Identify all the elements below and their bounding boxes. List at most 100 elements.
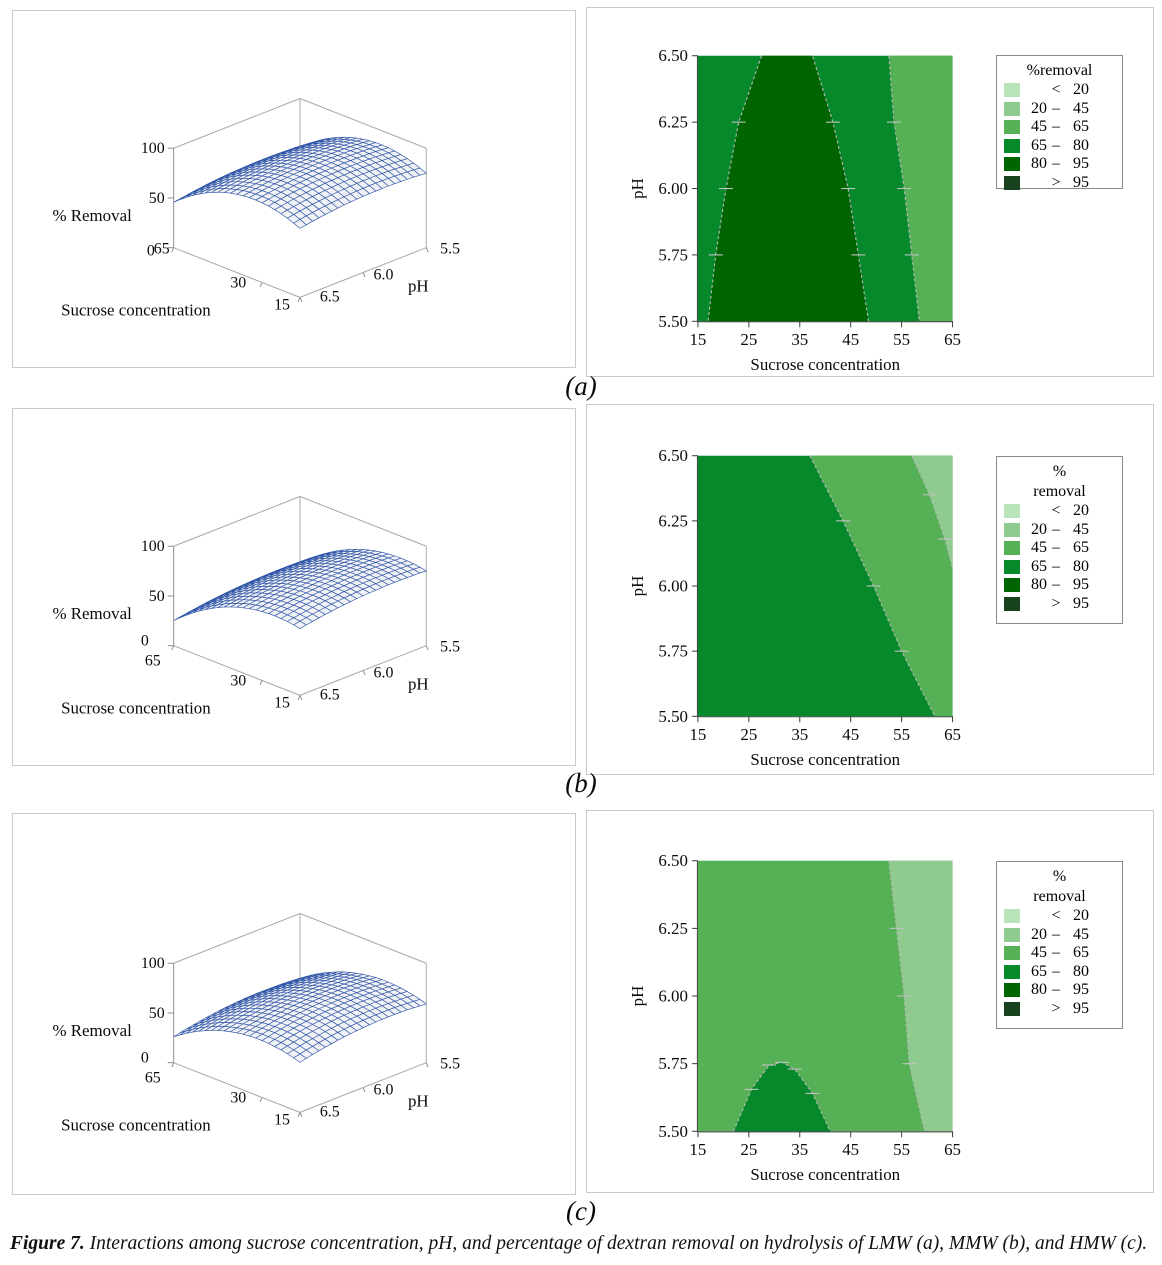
- legend-label: 65: [1073, 944, 1089, 962]
- legend-swatch: [1004, 157, 1020, 172]
- svg-text:65: 65: [944, 725, 961, 744]
- surface-panel-c: 100 50 0 30 15 65 6.5 6.0 5.5 % Removal Sucrose co…: [12, 813, 576, 1195]
- legend-label: 80: [1073, 557, 1089, 575]
- contour-panel-a: 5.50 5.75 6.00 6.25 6.50 15 25 35 45 55 65 Sucrose …: [586, 7, 1154, 377]
- legend-swatch: [1004, 596, 1020, 611]
- legend-label: <: [1051, 907, 1061, 925]
- svg-text:50: 50: [149, 1005, 165, 1022]
- svg-text:25: 25: [740, 330, 757, 349]
- surface-plot-c: 100 50 0 30 15 65 6.5 6.0 5.5 % Removal Sucrose co…: [52, 913, 460, 1134]
- svg-text:35: 35: [791, 725, 808, 744]
- legend-label: 65: [1073, 118, 1089, 136]
- legend-label: 45: [1073, 520, 1089, 538]
- svg-text:5.50: 5.50: [658, 312, 688, 331]
- svg-text:% Removal: % Removal: [52, 206, 132, 225]
- panel-label-a: (a): [565, 371, 597, 401]
- legend-label: >: [1051, 999, 1061, 1017]
- legend-title: %removal: [1026, 62, 1093, 79]
- svg-text:Sucrose concentration: Sucrose concentration: [750, 355, 900, 374]
- legend-swatch: [1004, 909, 1020, 924]
- legend-label: 80: [1031, 576, 1047, 594]
- legend-label: 45: [1073, 925, 1089, 943]
- contour-panel-b: 5.50 5.75 6.00 6.25 6.50 15 25 35 45 55 65 Sucrose …: [586, 404, 1154, 775]
- svg-text:6.00: 6.00: [658, 576, 688, 595]
- legend-label: >: [1051, 594, 1061, 612]
- svg-text:55: 55: [893, 725, 910, 744]
- legend-row: 65–80: [997, 963, 1122, 982]
- legend-label: <: [1051, 81, 1061, 99]
- svg-text:25: 25: [740, 725, 757, 744]
- panel-label-b: (b): [565, 768, 597, 798]
- legend-row: 80–95: [997, 155, 1122, 174]
- svg-text:6.5: 6.5: [320, 288, 340, 305]
- legend-row: 80–95: [997, 576, 1122, 595]
- svg-text:15: 15: [274, 296, 290, 313]
- legend-swatch: [1004, 522, 1020, 537]
- svg-text:6.5: 6.5: [320, 1103, 340, 1120]
- legend-label: 80: [1031, 155, 1047, 173]
- legend-label: 95: [1073, 981, 1089, 999]
- legend-swatch: [1004, 964, 1020, 979]
- svg-text:5.50: 5.50: [658, 707, 688, 726]
- svg-text:65: 65: [154, 241, 170, 258]
- svg-text:30: 30: [230, 672, 246, 689]
- svg-text:6.0: 6.0: [374, 266, 394, 283]
- legend-label: 20: [1031, 520, 1047, 538]
- legend-label: –: [1052, 520, 1060, 538]
- legend-label: –: [1052, 925, 1060, 943]
- svg-text:Sucrose concentration: Sucrose concentration: [61, 300, 211, 319]
- svg-text:30: 30: [230, 1089, 246, 1106]
- legend-row: 20–45: [997, 926, 1122, 945]
- surface-plot-a: 100 50 0 30 15 65 6.5 6.0 5.5 % Removal Sucrose co…: [52, 98, 460, 319]
- legend-row: 65–80: [997, 558, 1122, 577]
- legend-swatch: [1004, 541, 1020, 556]
- legend-row: 20–45: [997, 521, 1122, 540]
- svg-text:5.75: 5.75: [658, 1054, 688, 1073]
- figure-caption-number: Figure 7.: [10, 1233, 85, 1254]
- legend-label: <: [1051, 502, 1061, 520]
- svg-text:pH: pH: [408, 1091, 429, 1110]
- legend-swatch: [1004, 175, 1020, 190]
- svg-text:Sucrose concentration: Sucrose concentration: [750, 750, 900, 769]
- svg-text:0: 0: [141, 1050, 149, 1067]
- svg-text:45: 45: [842, 725, 859, 744]
- legend-label: 20: [1031, 99, 1047, 117]
- legend-row: 80–95: [997, 981, 1122, 1000]
- legend-label: –: [1052, 136, 1060, 154]
- svg-text:Sucrose concentration: Sucrose concentration: [61, 1115, 211, 1134]
- svg-text:pH: pH: [628, 178, 647, 199]
- legend-row: 65–80: [997, 137, 1122, 156]
- svg-text:% Removal: % Removal: [52, 604, 132, 623]
- legend-label: 20: [1073, 907, 1089, 925]
- surface-panel-a: 100 50 0 30 15 65 6.5 6.0 5.5 % Removal Sucrose co…: [12, 10, 576, 368]
- svg-text:6.50: 6.50: [658, 46, 688, 65]
- legend-label: 95: [1073, 173, 1089, 191]
- legend-row: <20: [997, 502, 1122, 521]
- legend-label: 80: [1073, 962, 1089, 980]
- svg-text:pH: pH: [408, 276, 429, 295]
- legend-label: 20: [1073, 502, 1089, 520]
- legend-label: –: [1052, 155, 1060, 173]
- legend-label: 95: [1073, 594, 1089, 612]
- svg-text:65: 65: [944, 1140, 961, 1159]
- legend-label: 95: [1073, 576, 1089, 594]
- svg-text:35: 35: [791, 1140, 808, 1159]
- svg-text:15: 15: [274, 1111, 290, 1128]
- legend-label: >: [1051, 173, 1061, 191]
- legend-label: 80: [1031, 981, 1047, 999]
- legend-label: –: [1052, 944, 1060, 962]
- legend-label: –: [1052, 118, 1060, 136]
- legend-label: 45: [1031, 944, 1047, 962]
- legend-swatch: [1004, 504, 1020, 519]
- svg-text:5.5: 5.5: [440, 1056, 460, 1073]
- contour-plot-c: 5.50 5.75 6.00 6.25 6.50 15 25 35 45 55 65 Sucrose …: [628, 851, 961, 1184]
- svg-text:45: 45: [842, 330, 859, 349]
- legend-row: <20: [997, 81, 1122, 100]
- legend-label: 80: [1073, 136, 1089, 154]
- contour-legend-a: %removal <20 20–45 45–65 65–80 80–95 >95: [996, 55, 1123, 191]
- svg-text:6.00: 6.00: [658, 987, 688, 1006]
- legend-row: >95: [997, 1000, 1122, 1019]
- svg-text:6.25: 6.25: [658, 919, 688, 938]
- legend-label: –: [1052, 539, 1060, 557]
- legend-label: 65: [1031, 557, 1047, 575]
